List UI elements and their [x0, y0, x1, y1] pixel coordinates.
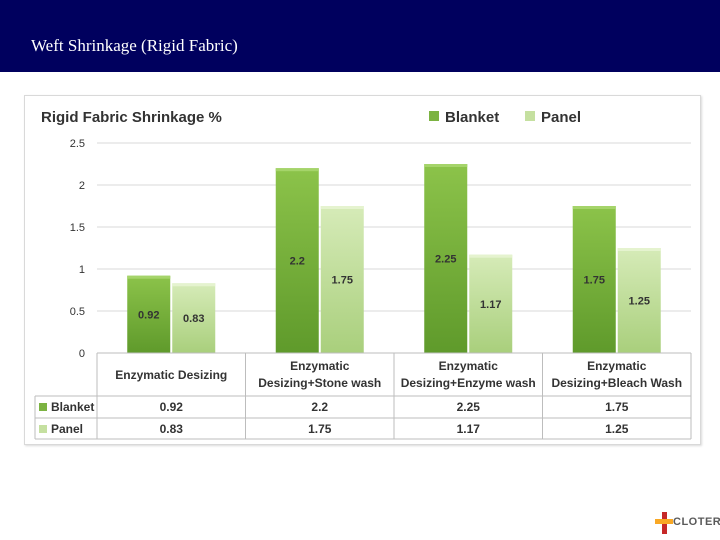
bar-blanket	[424, 164, 468, 353]
bar-top-blanket	[572, 206, 616, 209]
table-swatch-panel	[39, 425, 47, 433]
legend-label-blanket: Blanket	[445, 109, 499, 126]
bar-top-panel	[617, 248, 661, 251]
data-label-blanket: 2.2	[290, 256, 305, 268]
legend-swatch-blanket	[429, 111, 439, 121]
data-label-blanket: 0.92	[138, 309, 159, 321]
bar-top-panel	[320, 206, 364, 209]
legend-swatch-panel	[525, 111, 535, 121]
bar-panel	[320, 206, 364, 353]
data-label-panel: 1.75	[332, 275, 353, 287]
table-cell-blanket: 1.75	[605, 400, 629, 414]
y-tick-label: 0	[79, 348, 85, 360]
company-logo: CLOTER	[655, 512, 720, 534]
table-cell-blanket: 2.25	[457, 400, 481, 414]
table-cell-blanket: 2.2	[311, 400, 328, 414]
category-label: Desizing+Bleach Wash	[551, 376, 682, 390]
y-tick-label: 1	[79, 264, 85, 276]
shrinkage-chart: Rigid Fabric Shrinkage % Blanket Panel 0 0.5…	[34, 109, 692, 440]
data-label-blanket: 2.25	[435, 254, 456, 266]
category-label: Desizing+Enzyme wash	[401, 376, 536, 390]
table-cell-panel: 0.83	[160, 422, 184, 436]
bar-blanket	[275, 168, 319, 353]
bar-blanket	[572, 206, 616, 353]
bar-panel	[617, 248, 661, 353]
chart-title: Rigid Fabric Shrinkage %	[41, 109, 222, 126]
data-label-panel: 1.25	[629, 296, 650, 308]
bar-blanket	[127, 275, 171, 353]
y-tick-label: 2	[79, 180, 85, 192]
category-label: Enzymatic	[290, 359, 350, 373]
y-tick-label: 0.5	[70, 306, 85, 318]
category-label: Desizing+Stone wash	[258, 376, 381, 390]
table-series-label-panel: Panel	[51, 422, 83, 436]
table-cell-panel: 1.17	[457, 422, 481, 436]
bar-top-blanket	[424, 164, 468, 167]
bar-top-blanket	[275, 168, 319, 172]
data-label-blanket: 1.75	[584, 275, 605, 287]
y-tick-label: 1.5	[70, 222, 85, 234]
bar-panel	[469, 254, 513, 353]
data-label-panel: 0.83	[183, 313, 204, 325]
category-label: Enzymatic	[439, 359, 499, 373]
table-swatch-blanket	[39, 403, 47, 411]
table-cell-panel: 1.75	[308, 422, 332, 436]
logo-mark-icon	[655, 512, 673, 534]
slide-title: Weft Shrinkage (Rigid Fabric)	[31, 36, 238, 55]
y-tick-label: 2.5	[70, 138, 85, 150]
logo-text: CLOTER	[673, 516, 720, 528]
category-label: Enzymatic Desizing	[115, 368, 227, 382]
bar-top-panel	[172, 283, 216, 287]
data-label-panel: 1.17	[480, 299, 501, 311]
bar-panel	[172, 283, 216, 353]
bar-top-blanket	[127, 275, 171, 279]
chart-frame: Rigid Fabric Shrinkage % Blanket Panel 0 0.5…	[24, 95, 701, 445]
table-cell-blanket: 0.92	[160, 400, 184, 414]
category-label: Enzymatic	[587, 359, 647, 373]
slide-header: Weft Shrinkage (Rigid Fabric)	[0, 0, 720, 72]
table-cell-panel: 1.25	[605, 422, 629, 436]
legend-label-panel: Panel	[541, 109, 581, 126]
bar-top-panel	[469, 254, 513, 258]
table-series-label-blanket: Blanket	[51, 400, 94, 414]
